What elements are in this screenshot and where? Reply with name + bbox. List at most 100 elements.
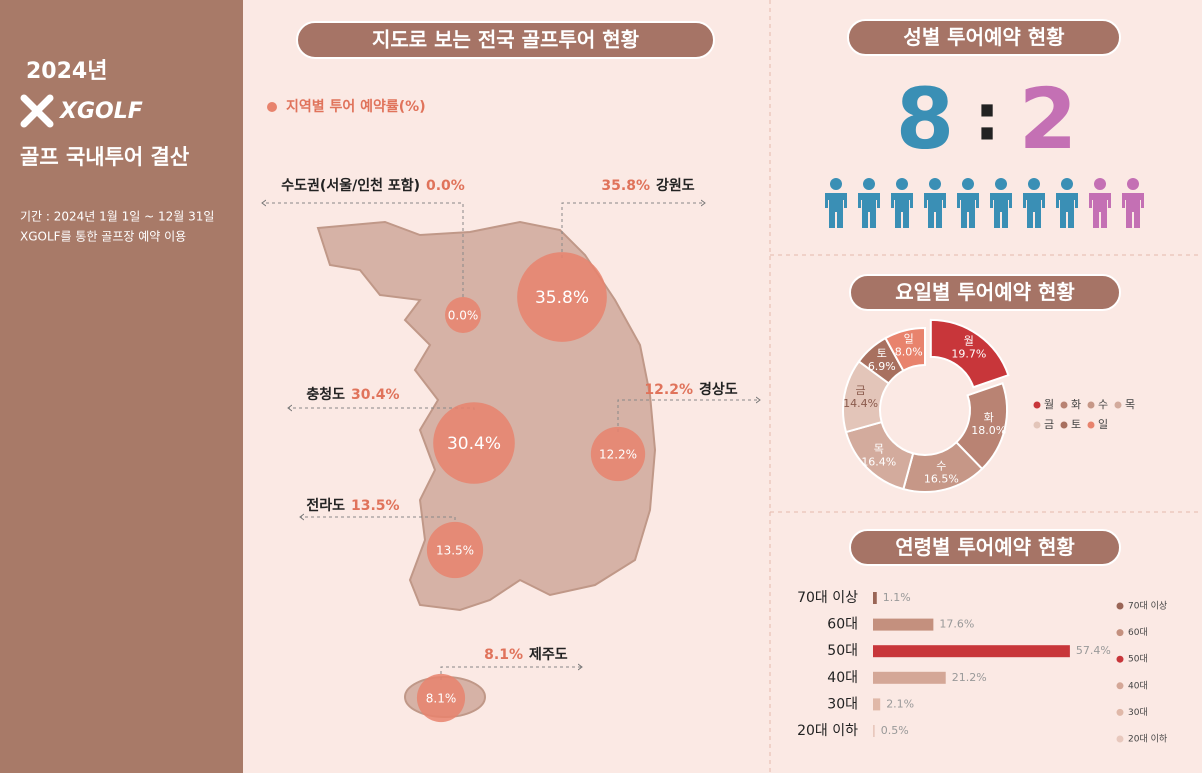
logo: XGOLF [58, 99, 143, 124]
person-head [863, 178, 875, 190]
section-header [296, 21, 715, 59]
bar [873, 671, 946, 684]
person-icon [1023, 178, 1045, 228]
section-title: 지도로 보는 전국 골프투어 현황 [372, 28, 640, 52]
slice-category: 일 [904, 332, 914, 346]
category-label: 60대 [827, 617, 858, 633]
bubble-label: 30.4% [447, 434, 501, 454]
leader-line [262, 203, 464, 297]
slice-label: 18.0% [971, 424, 1006, 437]
slice-category: 목 [874, 442, 884, 455]
person-icon [1122, 178, 1144, 228]
region-value: 12.2% [644, 382, 693, 398]
period: 기간 : 2024년 1월 1일 ~ 12월 31일 [20, 210, 214, 224]
region-value: 0.0% [426, 178, 465, 194]
legend-label: 지역별 투어 예약률(%) [286, 98, 426, 115]
bubble-label: 12.2% [599, 448, 637, 462]
logo-mark [20, 94, 54, 128]
person-head [830, 178, 842, 190]
category-label: 50대 [827, 643, 858, 659]
legend-label: 60대 [1128, 627, 1148, 638]
person-head [929, 178, 941, 190]
legend-dot [1116, 655, 1124, 663]
legend-dot [1087, 401, 1095, 409]
person-body [924, 193, 946, 228]
legend-dot [1060, 401, 1068, 409]
person-icon [825, 178, 847, 228]
person-icon [891, 178, 913, 228]
leader-line [561, 203, 705, 258]
legend-label: 화 [1071, 398, 1081, 411]
slice-category: 화 [984, 411, 994, 424]
slice-category: 수 [936, 459, 946, 472]
person-head [995, 178, 1007, 190]
ratio-colon: : [974, 82, 1000, 156]
leader-line [617, 400, 760, 432]
year: 2024년 [26, 59, 107, 84]
slice-label: 6.9% [868, 360, 896, 373]
legend-label: 40대 [1128, 680, 1148, 691]
legend-label: 월 [1044, 398, 1054, 411]
bubble [517, 252, 607, 342]
legend-dot [267, 102, 277, 112]
bar [873, 645, 1070, 658]
dividers [769, 0, 1202, 773]
person-icon [858, 178, 880, 228]
legend-label: 수 [1098, 398, 1108, 411]
category-label: 20대 이하 [797, 723, 858, 739]
bubble [416, 673, 466, 723]
value-label: 57.4% [1076, 644, 1111, 657]
person-body [990, 193, 1012, 228]
sidebar-title: 골프 국내투어 결산 [20, 145, 189, 169]
legend-label: 70대 이상 [1128, 601, 1167, 612]
person-head [1127, 178, 1139, 190]
region-value: 8.1% [484, 647, 523, 663]
person-body [1023, 193, 1045, 228]
slice-category: 금 [856, 384, 866, 397]
value-label: 21.2% [952, 671, 987, 684]
person-body [891, 193, 913, 228]
region-name: 강원도 [656, 177, 695, 194]
bubble-label: 8.1% [426, 692, 457, 706]
section-header [849, 274, 1121, 311]
person-head [896, 178, 908, 190]
value-label: 0.5% [881, 724, 909, 737]
bubble-label: 0.0% [448, 309, 479, 323]
section-header [849, 529, 1121, 566]
bubble [445, 297, 481, 333]
category-label: 40대 [827, 670, 858, 686]
person-head [1028, 178, 1040, 190]
slice-category: 월 [964, 335, 974, 348]
legend-label: 일 [1098, 417, 1108, 431]
legend-dot [1033, 401, 1041, 409]
legend-label: 20대 이하 [1128, 734, 1168, 745]
bubble-label: 13.5% [436, 544, 474, 558]
slice-category: 토 [877, 347, 887, 360]
legend-dot [1116, 602, 1124, 610]
category-label: 30대 [827, 696, 858, 712]
legend-label: 금 [1044, 418, 1054, 431]
leader-line [440, 667, 582, 680]
slice-label: 14.4% [843, 397, 878, 410]
person-icon [924, 178, 946, 228]
value-label: 1.1% [883, 591, 911, 604]
person-icon [957, 178, 979, 228]
donut-slice [929, 318, 1010, 389]
region-name: 수도권(서울/인천 포함) [281, 177, 420, 194]
person-head [1094, 178, 1106, 190]
slice-label: 8.0% [895, 346, 923, 359]
region-value: 13.5% [351, 498, 400, 514]
bar [873, 698, 881, 711]
bar [873, 725, 875, 737]
legend-dot [1087, 421, 1095, 429]
legend-dot [1114, 401, 1122, 409]
person-icon [990, 178, 1012, 228]
sidebar [0, 0, 243, 773]
person-head [962, 178, 974, 190]
region-name: 경상도 [699, 381, 738, 398]
region-name: 전라도 [306, 497, 345, 514]
slice-label: 19.7% [951, 348, 986, 361]
bubble [426, 521, 484, 579]
